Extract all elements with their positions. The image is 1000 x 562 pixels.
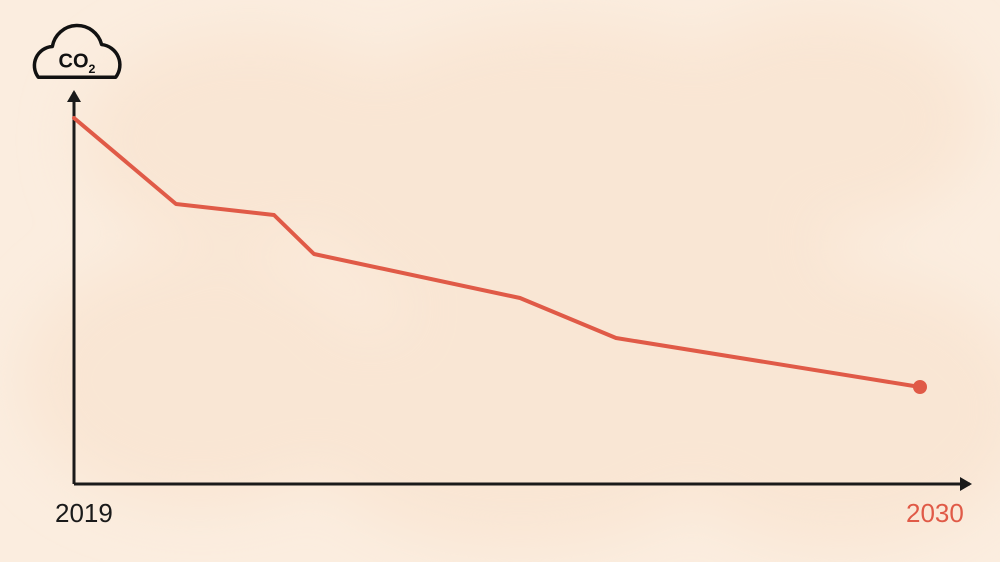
chart-axes: [67, 90, 972, 491]
co2-trend-line: [74, 118, 920, 387]
x-axis-label-start: 2019: [55, 498, 113, 529]
y-axis-arrowhead: [67, 90, 81, 102]
line-chart: [0, 0, 1000, 562]
x-axis-arrowhead: [960, 477, 972, 491]
x-axis-label-end: 2030: [906, 498, 964, 529]
trend-end-marker: [913, 380, 927, 394]
chart-container: CO2 2019 2030: [0, 0, 1000, 562]
